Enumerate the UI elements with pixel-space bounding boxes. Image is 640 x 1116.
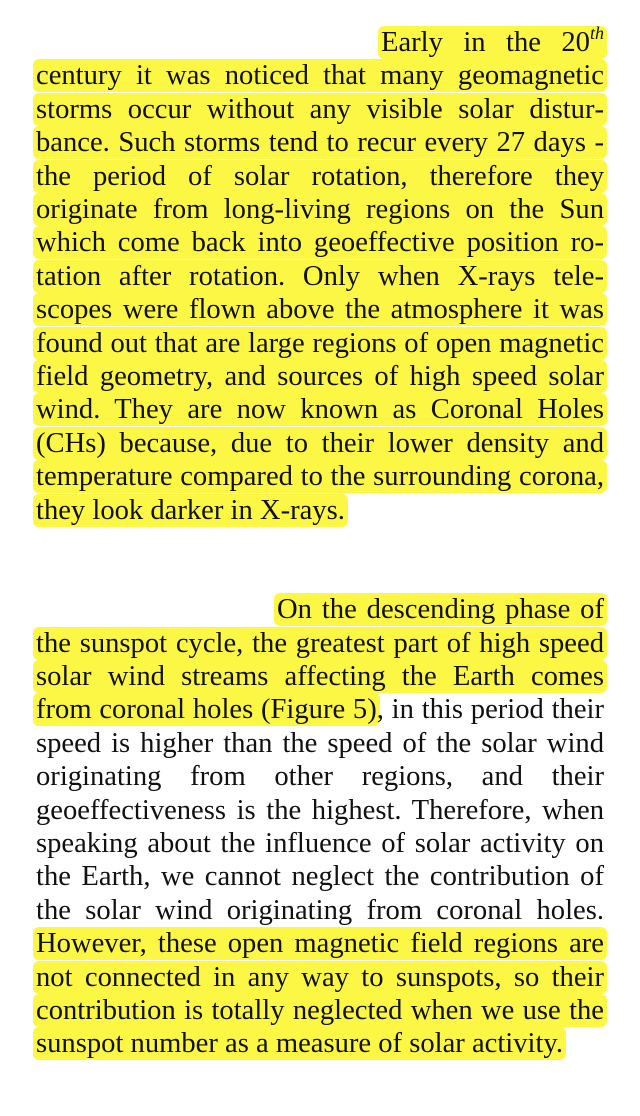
highlight-span: Early in the 20th century it was noticed… <box>33 23 607 527</box>
paragraph-solar-wind-influence: On the descending phase of the sunspot c… <box>33 593 607 1061</box>
paragraph1-text-rest: century it was noticed that many geomagn… <box>36 60 604 526</box>
highlight-span-b: However, these open mag­netic field regi… <box>33 927 607 1061</box>
ordinal-superscript: th <box>589 23 604 43</box>
paragraph-coronal-holes-history: Early in the 20th century it was noticed… <box>33 23 607 527</box>
paragraph1-text-start: Early in the 20 <box>381 27 590 58</box>
document-page: Early in the 20th century it was noticed… <box>33 23 607 1061</box>
highlight-span-a: On the descending phase of the sunspot c… <box>33 593 607 727</box>
plain-text-span: , in this period their speed is higher t… <box>36 694 604 926</box>
